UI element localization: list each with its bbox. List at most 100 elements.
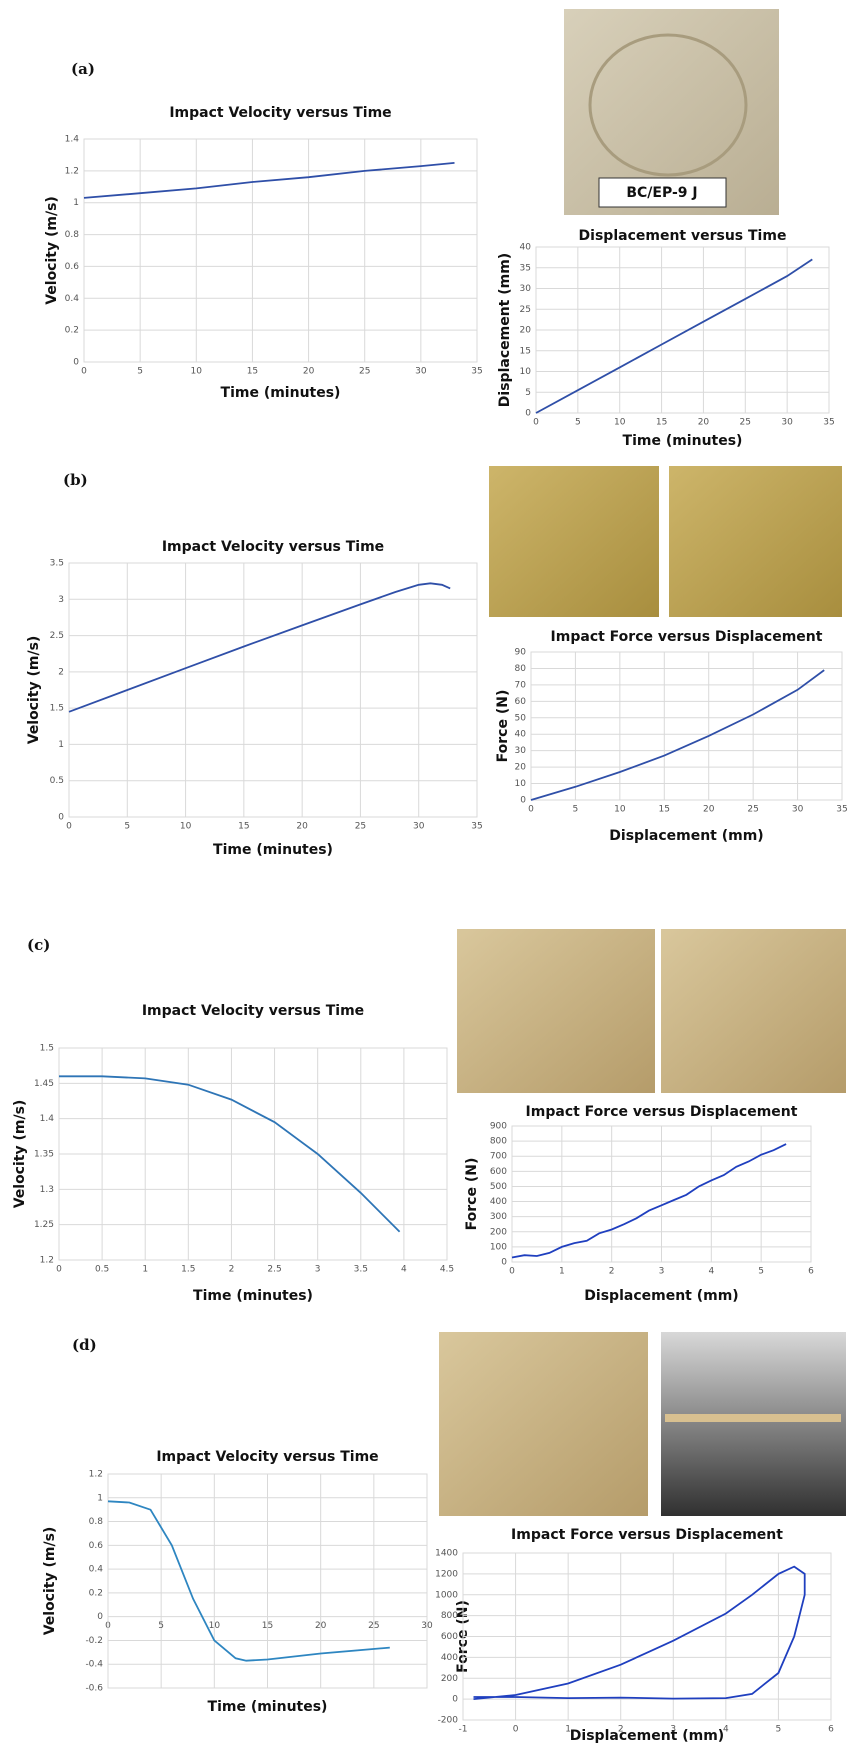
x-tick-label: 20 xyxy=(303,367,315,377)
chart-title: Impact Velocity versus Time xyxy=(162,539,384,555)
x-tick-label: 1 xyxy=(142,1265,148,1275)
y-tick-label: 20 xyxy=(515,763,527,773)
y-axis-label: Velocity (m/s) xyxy=(42,1527,58,1636)
x-tick-label: 4 xyxy=(401,1265,407,1275)
x-tick-label: 2 xyxy=(609,1267,615,1277)
chart-title: Impact Force versus Displacement xyxy=(511,1527,783,1543)
x-tick-label: 15 xyxy=(656,418,667,428)
y-tick-label: 40 xyxy=(515,730,527,740)
y-tick-label: 1200 xyxy=(435,1569,458,1579)
y-tick-label: 1400 xyxy=(435,1549,458,1559)
y-tick-label: -0.6 xyxy=(85,1684,103,1694)
y-tick-label: 0.4 xyxy=(65,294,80,304)
chart-title: Impact Velocity versus Time xyxy=(169,105,391,121)
y-tick-label: 0 xyxy=(520,796,526,806)
y-tick-label: 2.5 xyxy=(50,631,64,641)
x-tick-label: 5 xyxy=(776,1725,782,1735)
photo xyxy=(661,1332,846,1516)
x-tick-label: 5 xyxy=(124,822,130,832)
plot-frame xyxy=(58,1047,448,1261)
y-tick-label: 60 xyxy=(515,697,527,707)
x-tick-label: 1.5 xyxy=(181,1265,195,1275)
y-tick-label: 15 xyxy=(520,346,531,356)
x-tick-label: 30 xyxy=(413,822,425,832)
y-tick-label: 1.2 xyxy=(89,1470,103,1480)
x-tick-label: 2 xyxy=(229,1265,235,1275)
plot-frame xyxy=(107,1473,428,1689)
chart-title: Impact Velocity versus Time xyxy=(156,1449,378,1465)
y-tick-label: 900 xyxy=(490,1122,507,1132)
y-tick-label: 1.5 xyxy=(40,1044,54,1054)
panel-label: (b) xyxy=(63,471,88,489)
x-tick-label: 35 xyxy=(471,367,482,377)
x-tick-label: 0 xyxy=(81,367,87,377)
x-tick-label: 10 xyxy=(191,367,203,377)
y-tick-label: 300 xyxy=(490,1212,507,1222)
data-line xyxy=(107,1500,390,1662)
y-tick-label: 2 xyxy=(58,667,64,677)
data-line xyxy=(83,162,455,199)
x-tick-label: 15 xyxy=(247,367,258,377)
photo xyxy=(661,929,846,1093)
photo-detail xyxy=(665,1414,841,1422)
x-axis-label: Time (minutes) xyxy=(623,433,743,449)
y-tick-label: 100 xyxy=(490,1242,507,1252)
x-tick-label: 1 xyxy=(565,1725,571,1735)
y-tick-label: -0.2 xyxy=(85,1636,103,1646)
y-tick-label: 600 xyxy=(490,1167,507,1177)
plot-frame xyxy=(462,1552,832,1721)
x-tick-label: 5 xyxy=(137,367,143,377)
x-axis-label: Displacement (mm) xyxy=(570,1728,724,1744)
x-tick-label: 30 xyxy=(781,418,793,428)
y-tick-label: 1.5 xyxy=(50,704,64,714)
x-axis-label: Time (minutes) xyxy=(213,842,333,858)
y-tick-label: 700 xyxy=(490,1152,507,1162)
data-line xyxy=(473,1565,806,1700)
x-tick-label: 30 xyxy=(415,367,427,377)
x-tick-label: -1 xyxy=(459,1725,468,1735)
y-tick-label: 80 xyxy=(515,664,527,674)
y-tick-label: 1.35 xyxy=(34,1150,54,1160)
x-axis-label: Time (minutes) xyxy=(221,385,341,401)
plot-frame xyxy=(530,651,843,801)
y-axis-label: Velocity (m/s) xyxy=(26,636,42,745)
y-tick-label: 1.25 xyxy=(34,1220,54,1230)
x-tick-label: 1 xyxy=(559,1267,565,1277)
y-tick-label: 0 xyxy=(525,409,531,419)
y-tick-label: 1000 xyxy=(435,1590,458,1600)
y-tick-label: 0.4 xyxy=(89,1565,104,1575)
y-tick-label: 1.4 xyxy=(65,135,80,145)
x-tick-label: 4 xyxy=(708,1267,714,1277)
y-tick-label: 1 xyxy=(73,198,79,208)
x-tick-label: 3 xyxy=(670,1725,676,1735)
data-line xyxy=(511,1143,787,1259)
x-tick-label: 20 xyxy=(703,805,715,815)
y-tick-label: 600 xyxy=(441,1632,458,1642)
x-axis-label: Displacement (mm) xyxy=(609,828,763,844)
x-tick-label: 0 xyxy=(509,1267,515,1277)
x-tick-label: 20 xyxy=(698,418,710,428)
y-tick-label: 800 xyxy=(490,1137,507,1147)
x-tick-label: 0 xyxy=(533,418,539,428)
data-line xyxy=(535,258,813,414)
x-tick-label: 15 xyxy=(659,805,670,815)
plot-frame xyxy=(83,138,478,363)
y-tick-label: 0 xyxy=(452,1695,458,1705)
y-tick-label: -200 xyxy=(438,1716,459,1726)
y-tick-label: 0 xyxy=(73,358,79,368)
x-tick-label: 25 xyxy=(355,822,366,832)
y-tick-label: 30 xyxy=(515,746,527,756)
x-tick-label: 35 xyxy=(823,418,834,428)
y-axis-label: Force (N) xyxy=(464,1158,480,1231)
y-tick-label: 1 xyxy=(58,740,64,750)
photo xyxy=(489,466,659,617)
plot-frame xyxy=(535,246,830,414)
x-tick-label: 0 xyxy=(513,1725,519,1735)
x-tick-label: 15 xyxy=(238,822,249,832)
chart-title: Impact Force versus Displacement xyxy=(551,629,823,645)
y-axis-label: Force (N) xyxy=(495,690,511,763)
data-line xyxy=(530,669,825,801)
x-tick-label: 25 xyxy=(747,805,758,815)
y-tick-label: 0.8 xyxy=(65,230,80,240)
y-tick-label: 1.2 xyxy=(65,166,79,176)
